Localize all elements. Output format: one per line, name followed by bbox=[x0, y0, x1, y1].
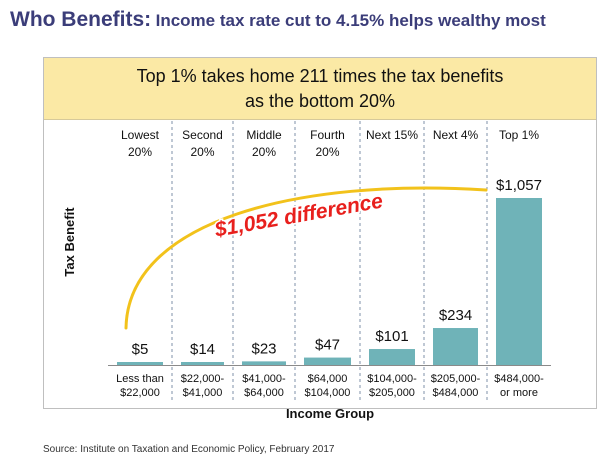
headline-lead: Who Benefits: bbox=[10, 8, 152, 31]
income-range-label: $205,000 bbox=[369, 387, 415, 399]
value-label: $47 bbox=[315, 337, 340, 354]
x-axis-title: Income Group bbox=[286, 406, 374, 421]
income-range-label: $205,000- bbox=[431, 373, 481, 385]
income-range-label: $484,000 bbox=[433, 387, 479, 399]
bar bbox=[369, 349, 415, 365]
value-label: $101 bbox=[375, 328, 408, 345]
income-range-label: $41,000 bbox=[183, 387, 223, 399]
income-range-label: $41,000- bbox=[242, 373, 286, 385]
group-label: 20% bbox=[252, 145, 276, 159]
group-label: Top 1% bbox=[499, 128, 539, 142]
y-axis-title: Tax Benefit bbox=[62, 207, 77, 277]
group-label: 20% bbox=[190, 145, 214, 159]
group-label: 20% bbox=[315, 145, 339, 159]
bar bbox=[181, 362, 224, 365]
income-range-label: $64,000 bbox=[244, 387, 284, 399]
bar bbox=[117, 362, 163, 365]
banner-line-1: Top 1% takes home 211 times the tax bene… bbox=[136, 66, 504, 86]
banner: Top 1% takes home 211 times the tax bene… bbox=[44, 58, 596, 120]
income-range-label: $104,000 bbox=[305, 387, 351, 399]
group-label: 20% bbox=[128, 145, 152, 159]
value-label: $234 bbox=[439, 307, 472, 324]
group-label: Next 4% bbox=[433, 128, 479, 142]
chart-headline: Who Benefits: Income tax rate cut to 4.1… bbox=[10, 8, 595, 32]
income-range-label: $64,000 bbox=[308, 373, 348, 385]
value-label: $23 bbox=[251, 340, 276, 357]
bar bbox=[242, 361, 286, 365]
value-label: $14 bbox=[190, 341, 215, 358]
banner-line-2: as the bottom 20% bbox=[244, 91, 396, 111]
difference-arc bbox=[124, 186, 488, 330]
headline-rest: Income tax rate cut to 4.15% helps wealt… bbox=[155, 11, 546, 30]
group-label: Next 15% bbox=[366, 128, 418, 142]
income-range-label: $22,000 bbox=[120, 387, 160, 399]
bar bbox=[433, 328, 478, 365]
value-label: $5 bbox=[132, 341, 149, 358]
group-label: Lowest bbox=[121, 128, 160, 142]
income-range-label: Less than bbox=[116, 373, 164, 385]
income-range-label: or more bbox=[500, 387, 538, 399]
group-label: Second bbox=[182, 128, 223, 142]
group-label: Middle bbox=[246, 128, 282, 142]
bar bbox=[304, 357, 351, 365]
income-range-label: $104,000- bbox=[367, 373, 417, 385]
group-label: Fourth bbox=[310, 128, 345, 142]
source-note: Source: Institute on Taxation and Econom… bbox=[43, 444, 335, 455]
income-range-label: $22,000- bbox=[181, 373, 225, 385]
income-range-label: $484,000- bbox=[494, 373, 544, 385]
value-label: $1,057 bbox=[496, 177, 542, 194]
bar bbox=[496, 198, 542, 365]
